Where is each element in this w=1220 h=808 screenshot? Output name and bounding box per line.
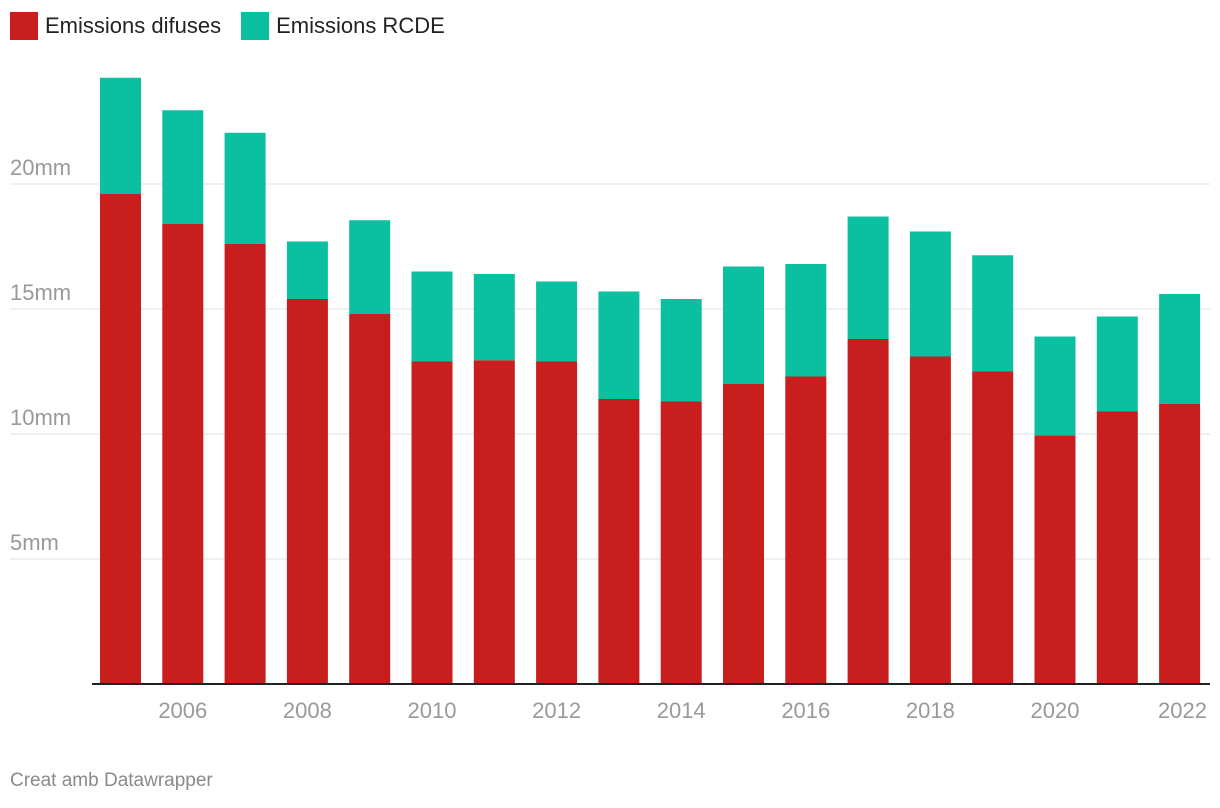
- bar-2013-difuses: [598, 399, 640, 684]
- bar-2011-rcde: [473, 274, 515, 361]
- bar-2020-difuses: [1034, 435, 1076, 684]
- bar-2007-rcde: [224, 132, 266, 244]
- bar-2012-rcde: [536, 281, 578, 362]
- x-tick-label-2016: 2016: [781, 698, 830, 723]
- bar-2019-difuses: [972, 371, 1014, 684]
- bar-2015-difuses: [723, 384, 764, 684]
- x-tick-label-2006: 2006: [158, 698, 207, 723]
- x-tick-label-2008: 2008: [283, 698, 332, 723]
- bar-2019-rcde: [972, 255, 1014, 372]
- x-tick-label-2020: 2020: [1031, 698, 1080, 723]
- bar-2014-rcde: [660, 299, 702, 402]
- bar-2010-rcde: [411, 271, 453, 362]
- footer-credit: Creat amb Datawrapper: [10, 770, 213, 791]
- bar-2011-difuses: [473, 360, 515, 684]
- legend: Emissions difuses Emissions RCDE: [10, 12, 445, 40]
- bar-2005-rcde: [100, 77, 141, 194]
- bar-2006-difuses: [162, 224, 204, 684]
- bar-2009-rcde: [349, 220, 391, 314]
- legend-item-rcde[interactable]: Emissions RCDE: [241, 12, 445, 40]
- bar-2017-difuses: [847, 339, 889, 684]
- legend-item-difuses[interactable]: Emissions difuses: [10, 12, 221, 40]
- x-tick-label-2012: 2012: [532, 698, 581, 723]
- bar-2014-difuses: [660, 401, 702, 684]
- bar-2021-difuses: [1096, 411, 1138, 684]
- legend-label-difuses: Emissions difuses: [45, 13, 222, 38]
- y-tick-label-15: 15mm: [10, 280, 71, 305]
- y-tick-label-10: 10mm: [10, 405, 71, 430]
- y-tick-label-5: 5mm: [10, 530, 59, 555]
- bar-2006-rcde: [162, 110, 204, 224]
- bar-2016-rcde: [785, 264, 827, 377]
- y-tick-label-20: 20mm: [10, 155, 71, 180]
- bar-2017-rcde: [847, 216, 889, 339]
- bar-2013-rcde: [598, 291, 640, 399]
- bar-2020-rcde: [1034, 336, 1076, 436]
- bar-2018-difuses: [909, 356, 951, 684]
- bar-2012-difuses: [536, 361, 578, 684]
- bar-2015-rcde: [723, 266, 764, 384]
- bar-2010-difuses: [411, 361, 453, 684]
- legend-label-rcde: Emissions RCDE: [276, 13, 445, 38]
- x-tick-label-2018: 2018: [906, 698, 955, 723]
- bar-2021-rcde: [1096, 316, 1138, 412]
- x-tick-label-2014: 2014: [657, 698, 706, 723]
- bar-2008-rcde: [286, 241, 328, 299]
- x-tick-label-2010: 2010: [408, 698, 457, 723]
- bar-2022-difuses: [1159, 404, 1201, 684]
- bar-2009-difuses: [349, 314, 391, 684]
- bar-2022-rcde: [1159, 294, 1201, 404]
- bar-2018-rcde: [909, 231, 951, 357]
- x-tick-label-2022: 2022: [1158, 698, 1207, 723]
- bar-2008-difuses: [286, 299, 328, 684]
- bar-2016-difuses: [785, 376, 827, 684]
- legend-swatch-difuses: [10, 12, 38, 40]
- bar-2005-difuses: [100, 194, 141, 684]
- bar-2007-difuses: [224, 244, 266, 684]
- legend-swatch-rcde: [241, 12, 270, 40]
